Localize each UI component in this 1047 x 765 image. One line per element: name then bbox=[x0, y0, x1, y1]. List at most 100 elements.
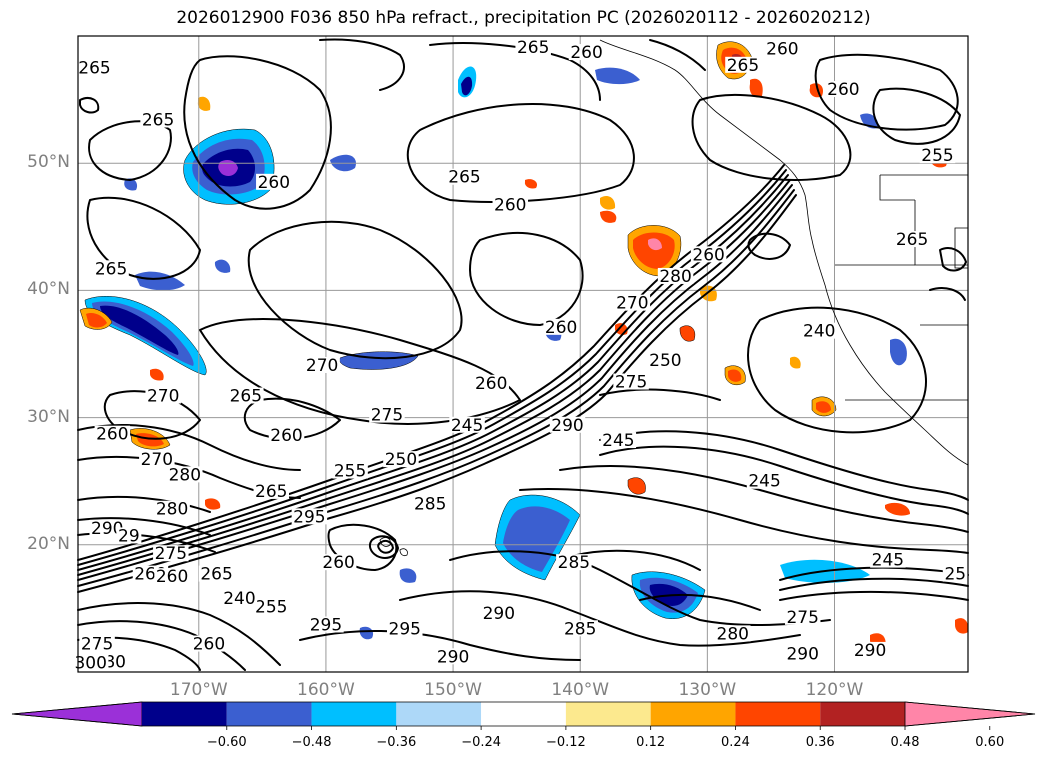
contour-label: 265 bbox=[517, 38, 549, 58]
contour-label: 280 bbox=[169, 465, 201, 485]
contour-label: 245 bbox=[602, 431, 634, 451]
lon-label: 140°W bbox=[551, 680, 610, 700]
lat-label: 40°N bbox=[27, 279, 70, 300]
graticule bbox=[78, 36, 968, 672]
contour-label: 280 bbox=[717, 624, 749, 644]
precipitation-areas bbox=[79, 41, 969, 650]
contour-label: 290 bbox=[854, 641, 886, 661]
contour-label-bg bbox=[647, 351, 684, 368]
contour-label: 25 bbox=[944, 565, 966, 585]
colorbar-segment bbox=[142, 702, 227, 726]
contour-label-bg bbox=[76, 59, 113, 76]
contour-label: 260 bbox=[193, 635, 225, 655]
contour-label-bg bbox=[556, 554, 592, 571]
contour-label: 260 bbox=[258, 173, 290, 193]
colorbar-segment bbox=[226, 702, 312, 726]
contour-label-bg bbox=[657, 267, 694, 284]
contour-label-bg bbox=[764, 40, 801, 57]
contour-label-bg bbox=[116, 527, 142, 544]
contour-label-bg bbox=[515, 38, 551, 55]
contour-label: 250 bbox=[649, 351, 681, 371]
colorbar-segment bbox=[396, 702, 482, 726]
contour-label: 260 bbox=[156, 567, 188, 587]
contour-label-bg bbox=[256, 173, 292, 190]
contour-label-bg bbox=[543, 318, 579, 335]
contour-label: 245 bbox=[748, 472, 780, 492]
contour-label-bg bbox=[942, 565, 968, 582]
contour-label: 260 bbox=[570, 43, 602, 63]
contour-label-bg bbox=[198, 565, 235, 582]
contour-label: 275 bbox=[786, 608, 818, 628]
contour-label: 295 bbox=[389, 619, 421, 639]
contour-label-bg bbox=[600, 432, 637, 449]
contour-label-bg bbox=[145, 387, 181, 404]
contour-label-bg bbox=[784, 645, 821, 662]
contour-label: 260 bbox=[322, 553, 354, 573]
contour-label-bg bbox=[449, 416, 485, 433]
colorbar-segment bbox=[820, 702, 905, 726]
colorbar-segment bbox=[735, 702, 821, 726]
colorbar-tick-label: −0.48 bbox=[291, 735, 332, 750]
contour-label-bg bbox=[446, 168, 483, 185]
contour-label: 265 bbox=[200, 565, 232, 585]
contour-label-bg bbox=[153, 545, 189, 562]
contour-label: 265 bbox=[448, 168, 480, 188]
lat-label: 50°N bbox=[27, 152, 70, 173]
contour-label-bg bbox=[435, 648, 471, 665]
lon-label: 170°W bbox=[169, 680, 228, 700]
colorbar-tick-label: −0.36 bbox=[376, 735, 417, 750]
coastline bbox=[379, 39, 969, 557]
contour-label: 285 bbox=[414, 495, 446, 515]
contour-label-bg bbox=[154, 500, 190, 517]
contour-label-bg bbox=[228, 387, 264, 404]
contour-label: 245 bbox=[451, 416, 483, 436]
contour-label-bg bbox=[369, 406, 405, 423]
contour-label: 250 bbox=[385, 450, 417, 470]
lat-label: 30°N bbox=[27, 406, 70, 427]
contour-label: 240 bbox=[803, 322, 835, 342]
contour-label: 255 bbox=[921, 146, 953, 166]
contour-label-bg bbox=[412, 495, 448, 512]
contour-label-bg bbox=[154, 568, 190, 585]
contour-label: 295 bbox=[293, 507, 325, 527]
colorbar-tick-label: 0.60 bbox=[975, 735, 1005, 750]
contour-label: 260 bbox=[827, 80, 859, 100]
lat-label: 20°N bbox=[27, 533, 70, 554]
contour-label: 260 bbox=[766, 39, 798, 59]
contour-label-bg bbox=[320, 554, 357, 571]
lon-label: 150°W bbox=[424, 680, 482, 700]
contour-label: 275 bbox=[155, 544, 187, 564]
colorbar-tick-label: 0.12 bbox=[636, 735, 666, 750]
contour-labels: 265 265 260 265 260 265 260 265 260 260 255 265 265 2… bbox=[72, 38, 968, 674]
contour-label-bg bbox=[167, 466, 203, 483]
contour-label-bg bbox=[481, 605, 517, 622]
contour-label-bg bbox=[221, 589, 258, 606]
contour-label-bg bbox=[191, 635, 227, 652]
contour-label-bg bbox=[140, 111, 176, 128]
colorbar-segment bbox=[650, 702, 736, 726]
contour-label: 265 bbox=[255, 482, 287, 502]
contour-label-bg bbox=[492, 196, 529, 213]
contour-label: 265 bbox=[142, 110, 174, 130]
contour-label: 260 bbox=[270, 426, 302, 446]
precip-negative-area-aleutian bbox=[84, 296, 207, 376]
contour-label: 280 bbox=[156, 500, 188, 520]
contour-label-bg bbox=[894, 231, 930, 248]
lon-label: 160°W bbox=[297, 680, 355, 700]
colorbar-tick-label: −0.60 bbox=[206, 735, 247, 750]
contour-label-bg bbox=[94, 425, 131, 442]
contour-label: 285 bbox=[564, 619, 596, 639]
lon-label: 120°W bbox=[805, 680, 864, 700]
colorbar bbox=[11, 701, 1036, 730]
contour-label-bg bbox=[473, 374, 509, 391]
contour-label-bg bbox=[304, 356, 340, 373]
colorbar-segment bbox=[481, 702, 566, 726]
contour-label-bg bbox=[332, 462, 368, 479]
contour-label-bg bbox=[308, 616, 344, 633]
contour-label: 270 bbox=[616, 294, 648, 314]
colorbar-tick-label: 0.48 bbox=[890, 735, 920, 750]
contour-label: 265 bbox=[95, 259, 127, 279]
contour-label-bg bbox=[784, 608, 821, 625]
contour-label: 290 bbox=[437, 647, 469, 667]
contour-label-bg bbox=[139, 451, 175, 468]
